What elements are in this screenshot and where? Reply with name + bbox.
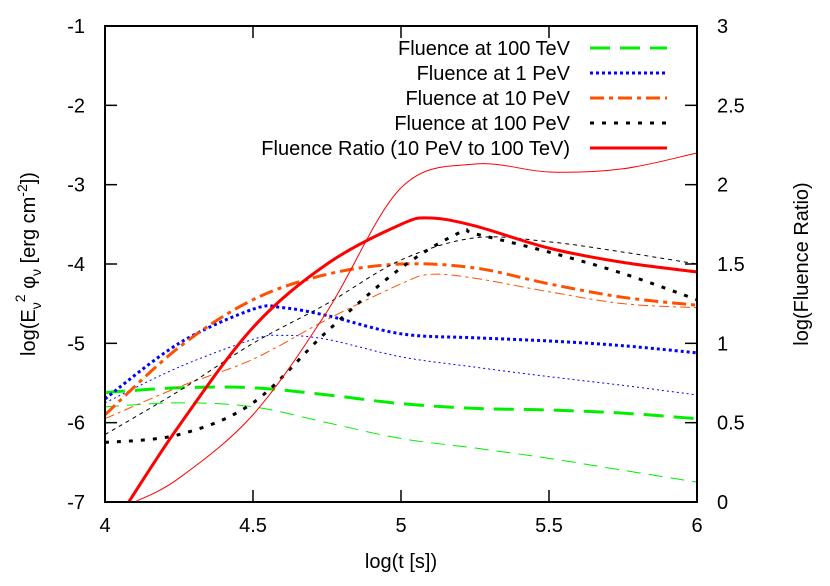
x-tick-label: 5.5 [535, 515, 563, 537]
y-right-tick-label: 0.5 [717, 413, 745, 435]
y-axis-label-right: log(Fluence Ratio) [791, 182, 813, 345]
legend-label: Fluence at 10 PeV [405, 88, 570, 110]
curves [105, 152, 697, 502]
y-left-tick-label: -4 [67, 254, 85, 276]
y-right-tick-label: 0 [717, 492, 728, 514]
x-tick-label: 4.5 [239, 515, 267, 537]
y-right-tick-label: 2 [717, 175, 728, 197]
legend-label: Fluence Ratio (10 PeV to 100 TeV) [261, 138, 570, 160]
y-left-tick-label: -7 [67, 492, 85, 514]
series-line-thick [105, 227, 697, 444]
legend-label: Fluence at 100 PeV [394, 113, 570, 135]
y-right-tick-label: 1 [717, 333, 728, 355]
y-right-tick-label: 3 [717, 16, 728, 38]
x-tick-label: 6 [691, 515, 702, 537]
legend-label: Fluence at 100 TeV [398, 38, 571, 60]
y-right-tick-label: 2.5 [717, 95, 745, 117]
axis-ticks: 4 4.5 5 5.5 6 -1 -2 -3 -4 -5 -6 -7 3 2.5 2 1.5 1 0.5 0 [67, 16, 745, 537]
x-axis-label: log(t [s]) [365, 551, 437, 573]
series-line-thick [105, 385, 697, 421]
y-left-tick-label: -1 [67, 16, 85, 38]
series-line-thin [105, 236, 697, 435]
legend-label: Fluence at 1 PeV [417, 63, 571, 85]
y-left-tick-label: -3 [67, 175, 85, 197]
x-tick-label: 5 [395, 515, 406, 537]
series-line-thick [127, 216, 697, 502]
y-axis-label-left: log(Eν2 φν [erg cm-2]) [12, 172, 44, 356]
x-tick-label: 4 [99, 515, 110, 537]
legend: Fluence at 100 TeV Fluence at 1 PeV Fluenc… [261, 38, 667, 160]
y-right-tick-label: 1.5 [717, 254, 745, 276]
series-line-thin [105, 334, 697, 404]
series-line-thin [105, 402, 697, 483]
y-left-tick-label: -6 [67, 413, 85, 435]
series-line-thick [105, 262, 697, 416]
series-line-thin [134, 152, 697, 502]
y-left-tick-label: -5 [67, 333, 85, 355]
y-left-tick-label: -2 [67, 95, 85, 117]
series-line-thick [105, 304, 697, 401]
